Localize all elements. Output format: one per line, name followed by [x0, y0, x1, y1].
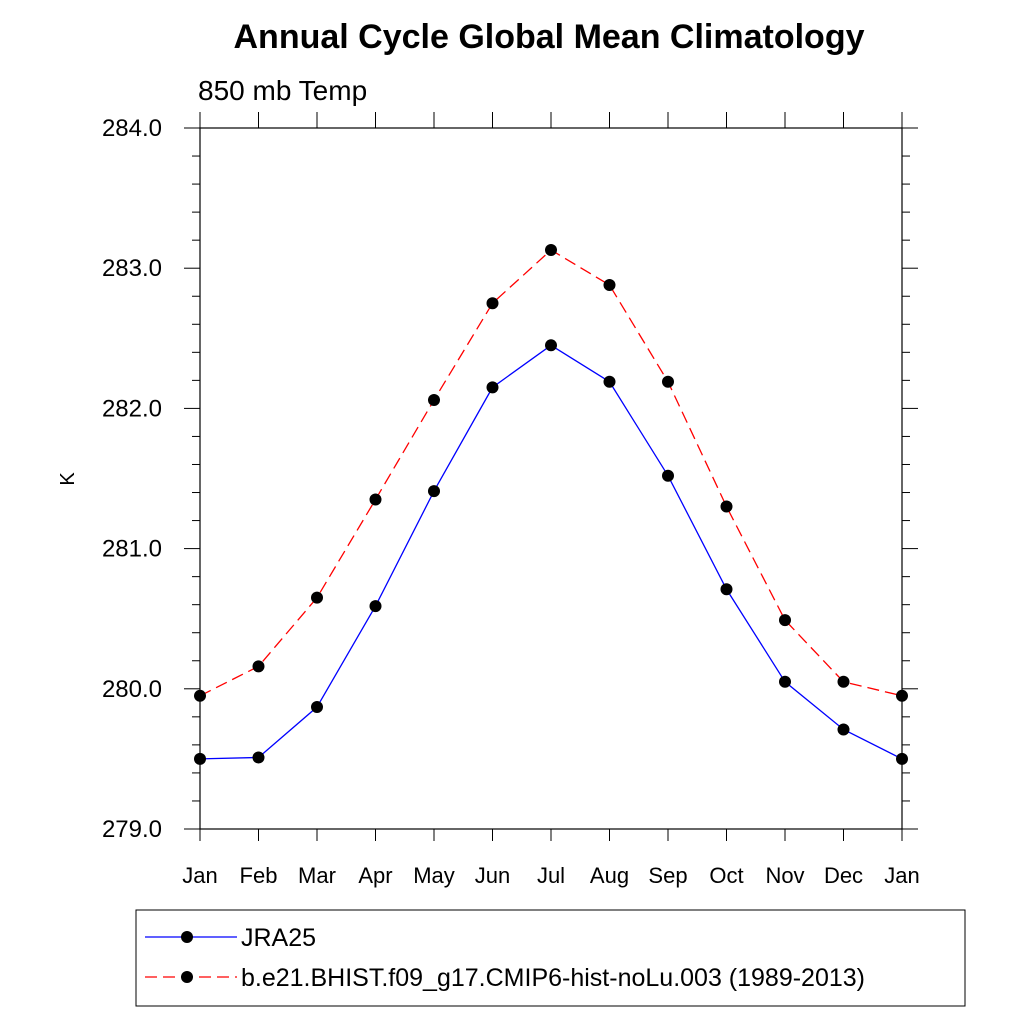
series-layer	[194, 243, 908, 765]
y-tick-label: 281.0	[102, 536, 162, 563]
legend-label: JRA25	[241, 924, 316, 952]
data-point	[486, 381, 499, 394]
x-tick-label: Dec	[824, 863, 863, 888]
data-point	[428, 485, 440, 498]
data-point	[486, 297, 499, 310]
x-tick-label: Jun	[475, 863, 510, 888]
axis-ticks	[184, 112, 918, 841]
y-tick-label: 279.0	[102, 816, 162, 843]
x-tick-label: Mar	[298, 863, 336, 888]
data-point	[837, 723, 850, 736]
legend-marker	[181, 971, 193, 983]
data-point	[428, 393, 440, 406]
y-tick-label: 283.0	[102, 255, 162, 282]
data-point	[545, 339, 557, 352]
x-tick-label: Jan	[182, 863, 217, 888]
chart-title: Annual Cycle Global Mean Climatology	[234, 18, 865, 56]
data-point	[779, 675, 791, 688]
x-tick-label: May	[413, 863, 455, 888]
data-point	[720, 500, 733, 513]
legend: JRA25 b.e21.BHIST.f09_g17.CMIP6-hist-noLu…	[135, 909, 966, 1007]
legend-label: b.e21.BHIST.f09_g17.CMIP6-hist-noLu.003 …	[241, 964, 865, 992]
data-point	[369, 600, 382, 613]
legend-items: JRA25 b.e21.BHIST.f09_g17.CMIP6-hist-noLu…	[145, 924, 865, 992]
data-point	[720, 583, 733, 596]
chart-subtitle: 850 mb Temp	[198, 75, 367, 106]
x-tick-label: Jan	[884, 863, 919, 888]
x-tick-labels: Jan Feb Mar Apr May Jun Jul Aug Sep Oct Nov Dec Jan	[182, 863, 919, 888]
x-tick-label: Apr	[358, 863, 392, 888]
y-tick-label: 282.0	[102, 395, 162, 422]
data-point	[837, 675, 850, 688]
data-point	[194, 752, 206, 765]
x-tick-label: Jul	[537, 863, 565, 888]
x-tick-label: Feb	[240, 863, 278, 888]
series-line	[199, 344, 903, 760]
data-point	[252, 751, 265, 764]
x-tick-label: Nov	[765, 863, 804, 888]
y-tick-label: 280.0	[102, 676, 162, 703]
data-point	[603, 375, 616, 388]
plot-frame	[199, 127, 903, 830]
data-point	[252, 660, 265, 673]
data-point	[603, 279, 616, 292]
data-point	[369, 493, 382, 506]
data-point	[896, 752, 908, 765]
data-point	[194, 689, 206, 702]
y-tick-labels: 279.0 280.0 281.0 282.0 283.0 284.0	[102, 115, 162, 843]
x-tick-label: Aug	[590, 863, 629, 888]
x-tick-label: Oct	[709, 863, 743, 888]
data-point	[311, 701, 323, 714]
x-tick-label: Sep	[648, 863, 687, 888]
data-point	[545, 243, 557, 256]
data-point	[311, 591, 323, 604]
legend-marker	[181, 931, 193, 943]
y-tick-label: 284.0	[102, 115, 162, 142]
data-point	[896, 689, 908, 702]
y-axis-label: K	[57, 472, 79, 486]
series-line	[199, 249, 903, 697]
data-point	[662, 375, 674, 388]
data-point	[779, 614, 791, 627]
legend-box	[135, 909, 966, 1007]
data-point	[662, 469, 674, 482]
